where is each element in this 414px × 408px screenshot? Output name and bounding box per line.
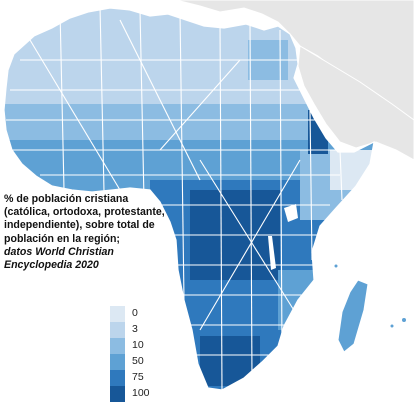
island-reunion xyxy=(390,324,394,328)
legend-label: 10 xyxy=(132,339,144,351)
legend-label: 0 xyxy=(132,307,138,319)
legend-label: 100 xyxy=(132,387,150,399)
map-caption: % de población cristiana (católica, orto… xyxy=(4,193,174,272)
legend-swatch xyxy=(110,386,125,402)
island-comoros xyxy=(334,264,338,268)
legend-swatch xyxy=(110,354,125,370)
island-mauritius xyxy=(402,318,406,322)
caption-source: datos World Christian Encyclopedia 2020 xyxy=(4,245,114,272)
legend-label: 50 xyxy=(132,355,144,367)
legend-swatch xyxy=(110,322,125,338)
madagascar xyxy=(337,279,369,353)
region-borders xyxy=(6,8,350,390)
legend-label: 75 xyxy=(132,371,144,383)
caption-text: % de población cristiana (católica, orto… xyxy=(4,193,165,245)
arabian-peninsula xyxy=(297,45,414,161)
legend-label: 3 xyxy=(132,323,138,335)
legend-swatch xyxy=(110,338,125,354)
legend-swatch xyxy=(110,306,125,322)
lake-victoria xyxy=(284,204,298,222)
lake-tanganyika xyxy=(268,236,276,270)
legend-swatch xyxy=(110,370,125,386)
